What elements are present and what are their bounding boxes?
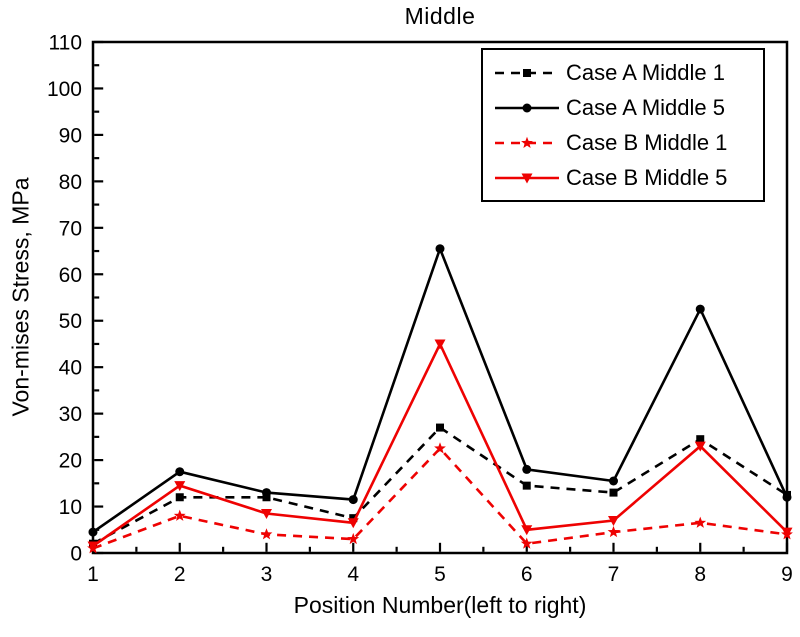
- x-tick-label: 7: [608, 563, 620, 586]
- legend-square-line-icon: [495, 68, 559, 77]
- legend-entry: Case A Middle 5: [493, 90, 755, 125]
- y-tick-label: 110: [49, 32, 82, 55]
- x-tick-label: 3: [261, 563, 273, 586]
- y-tick-label: 10: [59, 496, 82, 519]
- x-tick-label: 8: [694, 563, 706, 586]
- y-tick-label: 30: [59, 403, 82, 426]
- y-tick-label: 0: [70, 543, 82, 566]
- legend-label: Case B Middle 5: [566, 164, 728, 190]
- series-case-a-middle-5: [88, 244, 792, 537]
- chart-title: Middle: [404, 3, 476, 29]
- y-tick-label: 100: [47, 78, 82, 101]
- x-tick-label: 1: [87, 563, 99, 586]
- x-axis-label: Position Number(left to right): [293, 592, 587, 618]
- y-tick-label: 80: [59, 171, 82, 194]
- legend-label: Case A Middle 5: [566, 94, 725, 120]
- series-case-a-middle-1: [89, 423, 791, 548]
- legend-star-line-icon: [495, 136, 559, 148]
- y-tick-label: 90: [59, 124, 82, 147]
- series-case-b-middle-5: [87, 339, 793, 552]
- legend-entry: Case B Middle 1: [493, 125, 755, 160]
- legend: Case A Middle 1 Case A Middle 5 Case B Mid…: [481, 48, 765, 202]
- y-tick-label: 40: [59, 357, 82, 380]
- legend-circle-line-icon: [495, 103, 559, 112]
- x-tick-label: 9: [781, 563, 793, 586]
- y-tick-label: 60: [59, 264, 82, 287]
- x-tick-label: 6: [521, 563, 533, 586]
- x-tick-label: 2: [174, 563, 186, 586]
- y-tick-label: 50: [59, 310, 82, 333]
- y-tick-label: 70: [59, 217, 82, 240]
- y-tick-label: 20: [59, 450, 82, 473]
- legend-label: Case A Middle 1: [566, 59, 725, 85]
- legend-triangle-down-line-icon: [495, 173, 559, 183]
- plot-frame: [91, 40, 789, 555]
- axis-tick-labels: 0 10 20 30 40 50 60 70 80 90 100 110 1 2 3 4 5 6 7 8 9: [47, 32, 793, 587]
- x-tick-label: 5: [434, 563, 446, 586]
- legend-entry: Case B Middle 5: [493, 160, 755, 195]
- legend-label: Case B Middle 1: [566, 129, 728, 155]
- legend-entry: Case A Middle 1: [493, 55, 755, 90]
- x-tick-label: 4: [347, 563, 359, 586]
